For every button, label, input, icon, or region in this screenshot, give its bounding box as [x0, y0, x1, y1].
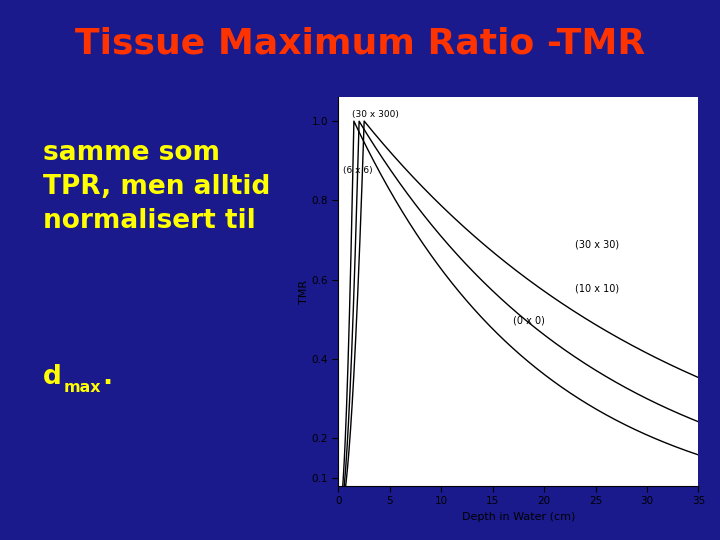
Text: .: . — [102, 364, 112, 390]
Y-axis label: TMR: TMR — [299, 280, 309, 303]
Text: Tissue Maximum Ratio -TMR: Tissue Maximum Ratio -TMR — [75, 27, 645, 61]
Text: (30 x 30): (30 x 30) — [575, 240, 619, 250]
Text: (0 x 0): (0 x 0) — [513, 315, 545, 325]
Text: (10 x 10): (10 x 10) — [575, 284, 619, 294]
Text: (6 x 6): (6 x 6) — [343, 166, 372, 174]
Text: samme som
TPR, men alltid
normalisert til: samme som TPR, men alltid normalisert ti… — [43, 140, 271, 234]
Text: max: max — [63, 380, 101, 395]
Text: d: d — [43, 364, 62, 390]
Text: (30 x 300): (30 x 300) — [352, 110, 399, 119]
X-axis label: Depth in Water (cm): Depth in Water (cm) — [462, 512, 575, 522]
